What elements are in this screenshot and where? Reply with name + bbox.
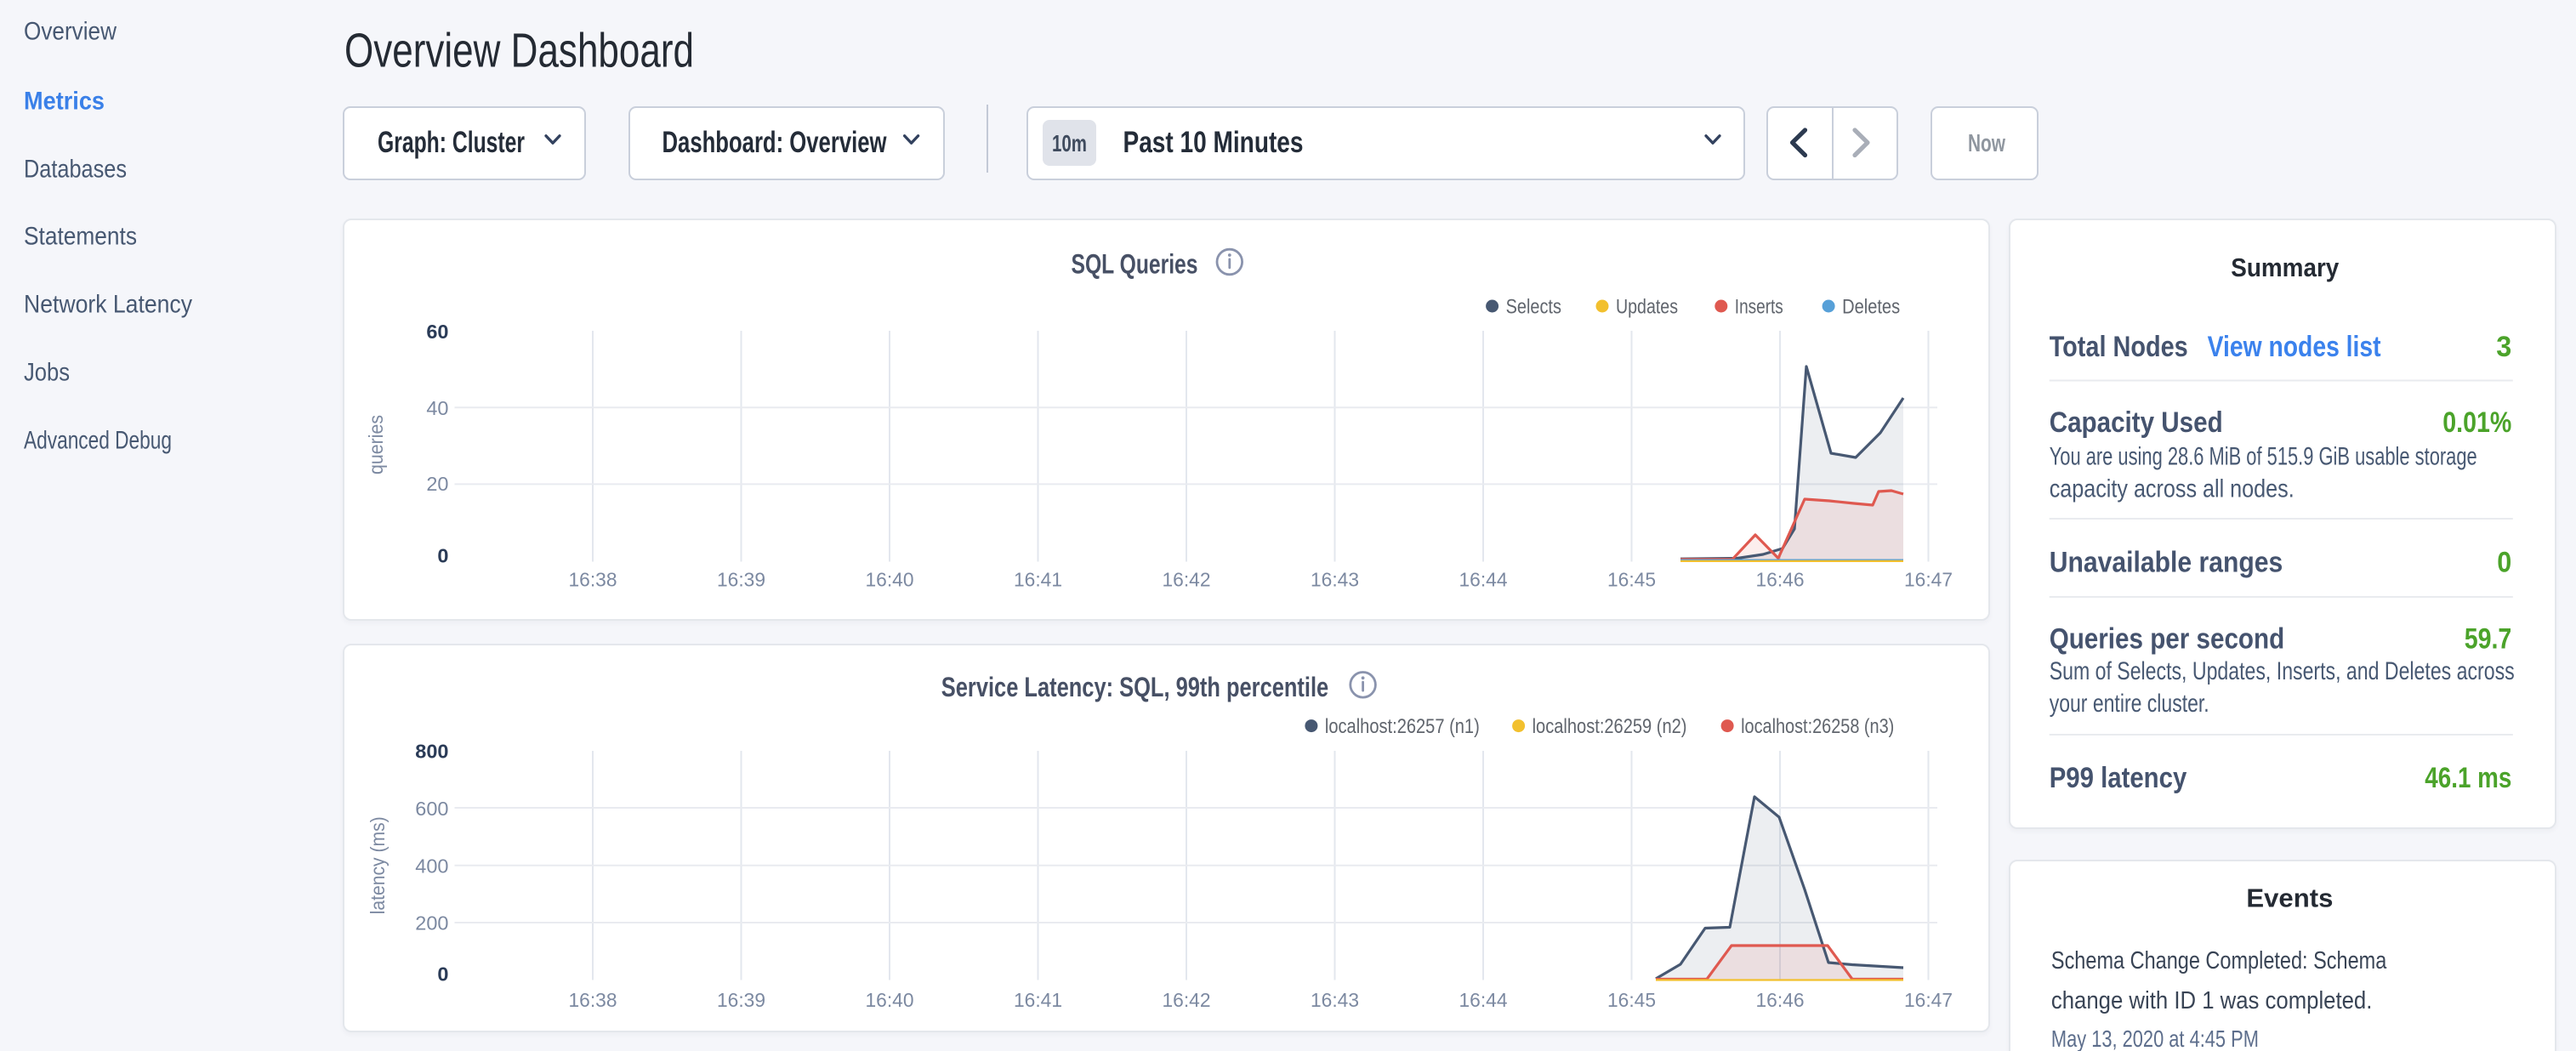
svg-text:May 13, 2020 at 4:45 PM: May 13, 2020 at 4:45 PM: [2051, 1025, 2259, 1051]
svg-text:16:47: 16:47: [1904, 568, 1953, 590]
svg-text:10m: 10m: [1052, 130, 1087, 156]
svg-text:Events: Events: [2246, 883, 2333, 913]
svg-text:600: 600: [415, 798, 448, 820]
svg-text:16:40: 16:40: [866, 568, 914, 590]
svg-text:You are using 28.6 MiB of 515.: You are using 28.6 MiB of 515.9 GiB usab…: [2050, 443, 2477, 471]
svg-text:localhost:26258 (n3): localhost:26258 (n3): [1741, 715, 1894, 738]
svg-text:Summary: Summary: [2231, 253, 2340, 282]
svg-text:SQL Queries: SQL Queries: [1072, 249, 1198, 280]
svg-text:Deletes: Deletes: [1842, 296, 1900, 319]
svg-text:Selects: Selects: [1506, 296, 1561, 319]
svg-text:16:45: 16:45: [1607, 568, 1656, 590]
svg-text:queries: queries: [365, 415, 387, 474]
svg-text:Schema Change Completed: Schem: Schema Change Completed: Schema: [2051, 947, 2387, 974]
svg-text:16:46: 16:46: [1756, 568, 1805, 590]
svg-text:16:42: 16:42: [1163, 989, 1211, 1011]
svg-text:Metrics: Metrics: [24, 88, 105, 116]
svg-text:0: 0: [437, 545, 448, 567]
svg-text:change with ID 1 was completed: change with ID 1 was completed.: [2051, 987, 2373, 1014]
svg-text:Now: Now: [1968, 130, 2005, 157]
svg-text:46.1 ms: 46.1 ms: [2425, 762, 2511, 794]
svg-text:Overview Dashboard: Overview Dashboard: [344, 24, 694, 78]
svg-text:16:38: 16:38: [569, 989, 617, 1011]
svg-text:20: 20: [426, 473, 448, 495]
svg-text:Unavailable ranges: Unavailable ranges: [2050, 547, 2283, 579]
svg-text:0: 0: [437, 963, 448, 986]
svg-text:16:42: 16:42: [1163, 568, 1211, 590]
svg-text:Databases: Databases: [24, 156, 127, 184]
svg-text:16:41: 16:41: [1014, 568, 1062, 590]
svg-text:16:40: 16:40: [866, 989, 914, 1011]
svg-text:Advanced Debug: Advanced Debug: [24, 427, 172, 455]
svg-text:16:47: 16:47: [1904, 989, 1953, 1011]
svg-text:60: 60: [426, 321, 448, 343]
svg-text:Capacity Used: Capacity Used: [2050, 406, 2223, 439]
svg-text:Dashboard: Overview: Dashboard: Overview: [662, 126, 888, 159]
svg-text:Sum of Selects, Updates, Inser: Sum of Selects, Updates, Inserts, and De…: [2050, 657, 2515, 685]
svg-text:Network Latency: Network Latency: [24, 291, 192, 319]
svg-text:Past 10 Minutes: Past 10 Minutes: [1123, 126, 1304, 159]
svg-text:localhost:26259 (n2): localhost:26259 (n2): [1533, 715, 1687, 738]
svg-text:200: 200: [415, 912, 448, 935]
svg-text:Graph: Cluster: Graph: Cluster: [378, 126, 525, 159]
svg-text:Inserts: Inserts: [1735, 296, 1783, 319]
svg-text:40: 40: [426, 397, 448, 419]
svg-text:800: 800: [415, 740, 448, 762]
svg-text:View nodes list: View nodes list: [2208, 331, 2381, 363]
svg-text:0: 0: [2497, 547, 2511, 579]
svg-text:16:39: 16:39: [717, 568, 765, 590]
svg-text:16:43: 16:43: [1311, 568, 1359, 590]
svg-text:Total Nodes: Total Nodes: [2050, 331, 2188, 363]
svg-text:16:41: 16:41: [1014, 989, 1062, 1011]
svg-text:16:38: 16:38: [569, 568, 617, 590]
svg-text:16:44: 16:44: [1459, 989, 1508, 1011]
svg-text:3: 3: [2496, 331, 2511, 363]
svg-text:Jobs: Jobs: [24, 359, 70, 387]
svg-text:59.7: 59.7: [2465, 623, 2512, 656]
svg-text:16:39: 16:39: [717, 989, 765, 1011]
svg-text:16:46: 16:46: [1756, 989, 1805, 1011]
svg-text:your entire cluster.: your entire cluster.: [2050, 690, 2209, 718]
svg-text:capacity across all nodes.: capacity across all nodes.: [2050, 475, 2295, 503]
svg-text:16:43: 16:43: [1311, 989, 1359, 1011]
svg-text:Overview: Overview: [24, 18, 117, 46]
svg-text:localhost:26257 (n1): localhost:26257 (n1): [1325, 715, 1480, 738]
svg-text:P99 latency: P99 latency: [2050, 762, 2187, 794]
svg-text:Statements: Statements: [24, 223, 137, 251]
svg-text:Service Latency: SQL, 99th per: Service Latency: SQL, 99th percentile: [941, 672, 1328, 702]
svg-text:latency (ms): latency (ms): [367, 816, 389, 914]
svg-text:Updates: Updates: [1616, 296, 1678, 319]
svg-text:Queries per second: Queries per second: [2050, 623, 2285, 656]
svg-text:16:44: 16:44: [1459, 568, 1508, 590]
svg-text:0.01%: 0.01%: [2442, 406, 2511, 439]
svg-text:400: 400: [415, 855, 448, 877]
svg-text:16:45: 16:45: [1607, 989, 1656, 1011]
